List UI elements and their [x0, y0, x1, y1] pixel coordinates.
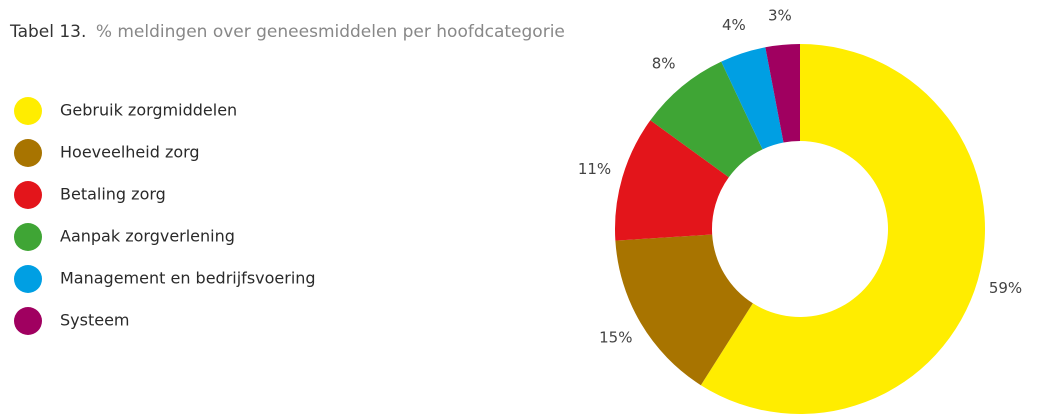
- donut-slice: [650, 61, 763, 178]
- legend-label: Betaling zorg: [60, 185, 166, 204]
- value-label: 3%: [768, 6, 792, 24]
- value-label: 8%: [652, 55, 676, 73]
- donut-slice: [721, 47, 784, 150]
- donut-slice: [700, 44, 986, 414]
- chart-title: Tabel 13. % meldingen over geneesmiddele…: [9, 22, 565, 42]
- legend-swatch: [14, 139, 42, 167]
- value-label: 15%: [599, 328, 632, 346]
- legend-label: Systeem: [60, 311, 130, 330]
- value-label: 4%: [722, 16, 746, 34]
- title-text: % meldingen over geneesmiddelen per hoof…: [96, 22, 565, 42]
- donut-slice: [765, 44, 800, 143]
- legend-swatch: [14, 307, 42, 335]
- donut-slice: [615, 120, 729, 241]
- legend-swatch: [14, 265, 42, 293]
- legend-label: Hoeveelheid zorg: [60, 143, 200, 162]
- title-label: Tabel 13.: [9, 22, 86, 42]
- donut-slice: [615, 234, 753, 386]
- legend-label: Gebruik zorgmiddelen: [60, 101, 237, 120]
- legend-swatch: [14, 181, 42, 209]
- legend-swatch: [14, 97, 42, 125]
- legend-swatch: [14, 223, 42, 251]
- value-label: 59%: [989, 279, 1022, 297]
- legend-label: Aanpak zorgverlening: [60, 227, 235, 246]
- legend-label: Management en bedrijfsvoering: [60, 269, 316, 288]
- value-label: 11%: [578, 160, 611, 178]
